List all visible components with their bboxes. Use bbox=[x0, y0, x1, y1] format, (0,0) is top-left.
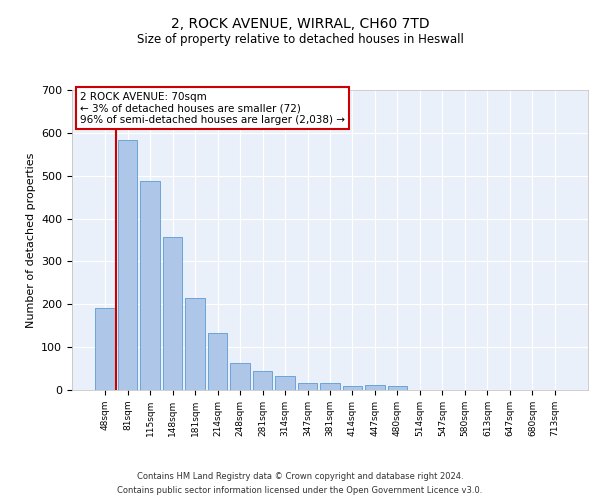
Bar bbox=[298, 382, 317, 390]
Bar bbox=[388, 386, 407, 390]
Bar bbox=[95, 308, 115, 390]
Text: 2, ROCK AVENUE, WIRRAL, CH60 7TD: 2, ROCK AVENUE, WIRRAL, CH60 7TD bbox=[170, 18, 430, 32]
Bar bbox=[253, 371, 272, 390]
Text: 2 ROCK AVENUE: 70sqm
← 3% of detached houses are smaller (72)
96% of semi-detach: 2 ROCK AVENUE: 70sqm ← 3% of detached ho… bbox=[80, 92, 345, 124]
Bar bbox=[320, 382, 340, 390]
Bar bbox=[365, 386, 385, 390]
Bar bbox=[343, 386, 362, 390]
Bar bbox=[275, 376, 295, 390]
Bar bbox=[140, 182, 160, 390]
Bar bbox=[185, 298, 205, 390]
Text: Size of property relative to detached houses in Heswall: Size of property relative to detached ho… bbox=[137, 32, 463, 46]
Y-axis label: Number of detached properties: Number of detached properties bbox=[26, 152, 35, 328]
Bar bbox=[230, 363, 250, 390]
Bar bbox=[118, 140, 137, 390]
Bar bbox=[163, 238, 182, 390]
Text: Contains public sector information licensed under the Open Government Licence v3: Contains public sector information licen… bbox=[118, 486, 482, 495]
Text: Contains HM Land Registry data © Crown copyright and database right 2024.: Contains HM Land Registry data © Crown c… bbox=[137, 472, 463, 481]
Bar bbox=[208, 334, 227, 390]
